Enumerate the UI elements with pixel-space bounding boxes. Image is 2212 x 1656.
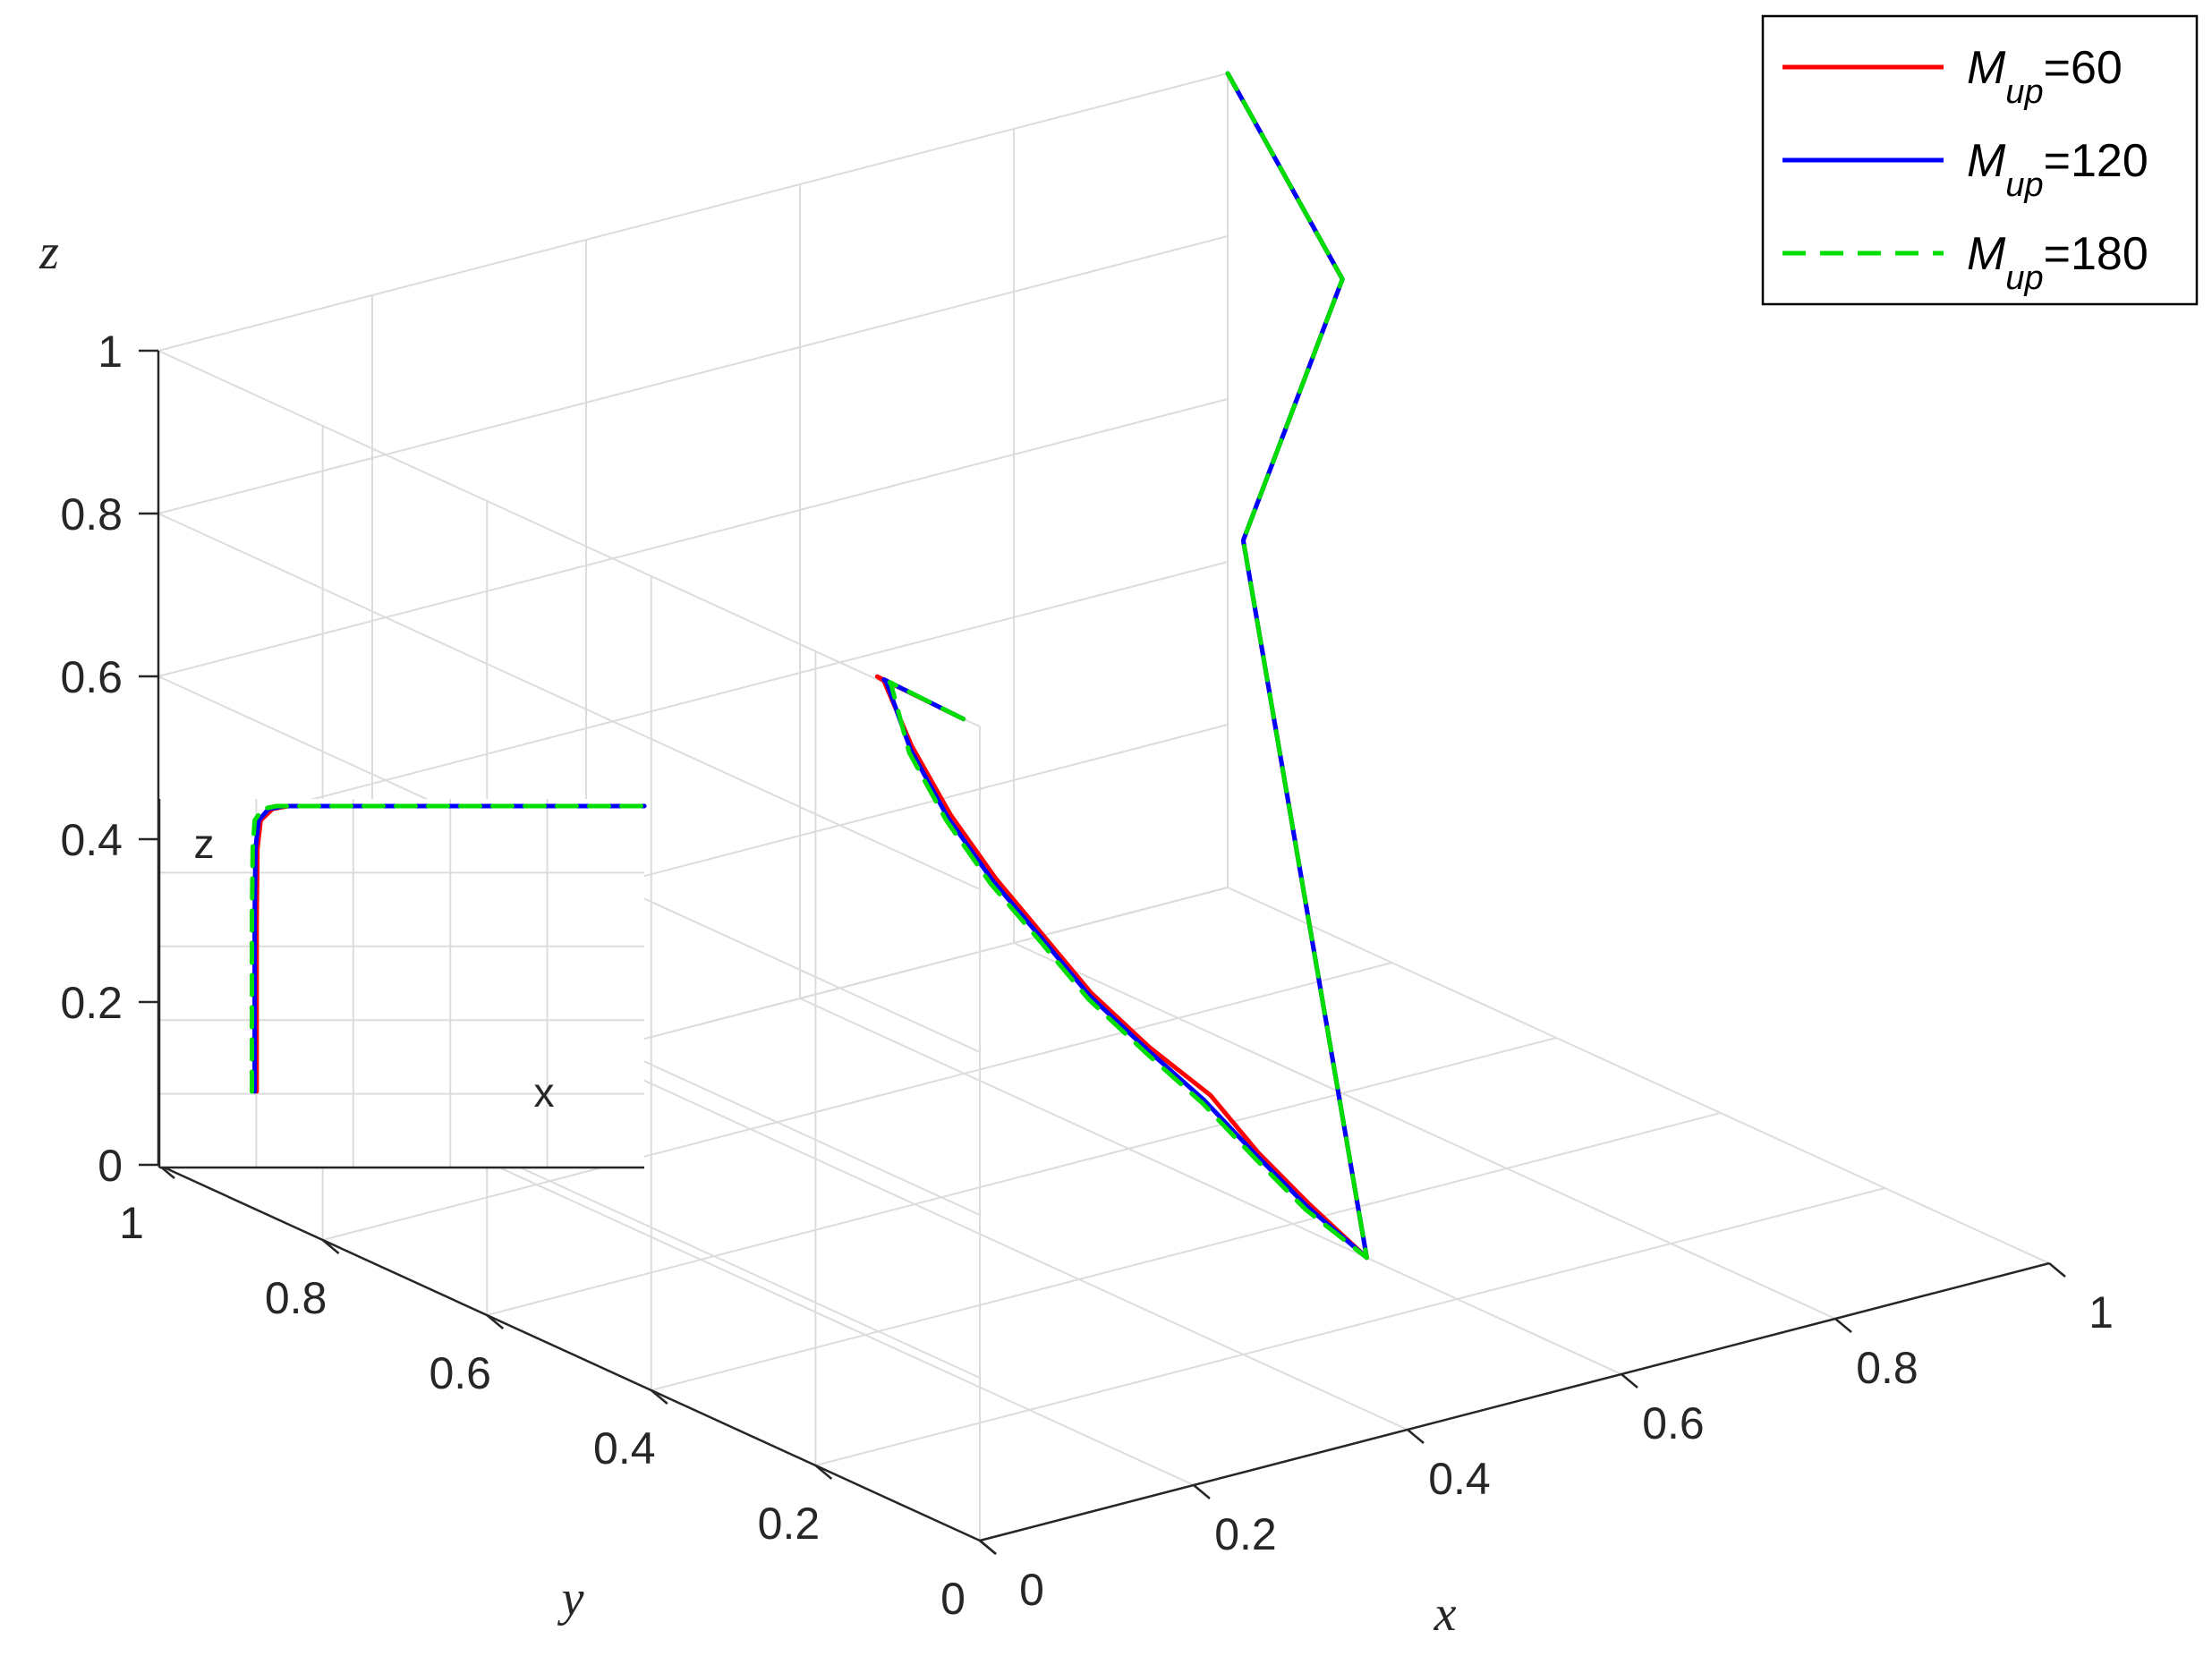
y-tick-label: 0.2 xyxy=(758,1499,821,1549)
grid-line-backwall-z xyxy=(157,235,1229,514)
z-tick-label: 0 xyxy=(98,1141,123,1191)
series-line-2 xyxy=(881,71,1369,1261)
y-tick-mark xyxy=(979,1540,997,1555)
inset-x-label: x xyxy=(534,1069,555,1116)
legend-label-1: Mup=60 xyxy=(1967,42,2123,111)
z-tick-label: 0.4 xyxy=(60,815,123,865)
y-tick-mark xyxy=(650,1389,668,1405)
grid-line-floor-x xyxy=(585,1053,1408,1431)
grid-line-floor-x xyxy=(1013,942,1836,1320)
x-tick-label: 0.6 xyxy=(1642,1398,1705,1448)
x-axis-line xyxy=(979,1261,2050,1542)
inset-background xyxy=(159,799,644,1168)
y-tick-mark xyxy=(321,1239,340,1254)
x-tick-label: 1 xyxy=(2089,1287,2114,1338)
z-tick-label: 0.2 xyxy=(60,978,123,1028)
axis-labels: 0 0.2 0.4 0.6 0.8 1 0 0.2 0.4 0.6 0.8 1 0 0.2 0.4 0.6 0.… xyxy=(38,225,2114,1642)
x-tick-mark xyxy=(1834,1318,1852,1333)
series-line-1 xyxy=(874,71,1369,1261)
y-tick-mark xyxy=(814,1465,833,1480)
y-tick-mark xyxy=(486,1314,505,1329)
z-tick-label: 0.8 xyxy=(60,489,123,539)
x-tick-mark xyxy=(2048,1262,2066,1278)
y-axis-line xyxy=(157,1163,981,1542)
grid-line-backwall-z xyxy=(157,72,1229,352)
y-tick-label: 0.6 xyxy=(429,1348,491,1398)
x-tick-label: 0.8 xyxy=(1856,1343,1918,1393)
legend-label-2: Mup=120 xyxy=(1967,135,2148,204)
grid-line-floor-x xyxy=(371,1108,1195,1486)
x-tick-label: 0.2 xyxy=(1214,1509,1277,1559)
grid-line-floor-y xyxy=(486,1037,1557,1316)
x-tick-mark xyxy=(1621,1373,1638,1388)
grid-line-floor-x xyxy=(1227,887,2050,1264)
grid-line-floor-y xyxy=(651,1112,1722,1391)
y-axis-label: y xyxy=(557,1571,584,1626)
y-tick-label: 0 xyxy=(940,1574,966,1624)
z-axis-label: z xyxy=(38,225,59,280)
x-tick-label: 0.4 xyxy=(1428,1454,1491,1504)
z-tick-label: 0.6 xyxy=(60,652,123,702)
x-tick-mark xyxy=(1193,1484,1211,1499)
y-tick-label: 0.4 xyxy=(593,1423,656,1473)
grid-line-sidewall-z xyxy=(157,513,981,890)
grid-line-floor-y xyxy=(322,962,1392,1241)
series-line-3 xyxy=(887,71,1369,1261)
inset-plot: zx xyxy=(157,799,647,1169)
grid-line-floor-y xyxy=(815,1187,1885,1466)
grid-line-backwall-z xyxy=(157,561,1229,840)
x-tick-mark xyxy=(1407,1429,1425,1444)
inset-series-line-3 xyxy=(250,803,647,1094)
x-axis-label: x xyxy=(1434,1586,1457,1642)
grid-line-backwall-z xyxy=(157,398,1229,677)
inset-z-label: z xyxy=(194,820,215,867)
legend: Mup=60 Mup=120 Mup=180 xyxy=(1761,14,2199,306)
legend-label-3: Mup=180 xyxy=(1967,228,2148,297)
x-tick-label: 0 xyxy=(1019,1565,1044,1615)
grid-line-floor-x xyxy=(799,998,1622,1375)
z-tick-label: 1 xyxy=(98,327,123,377)
y-tick-label: 1 xyxy=(119,1198,144,1248)
series-lines xyxy=(874,71,1369,1261)
y-tick-label: 0.8 xyxy=(265,1273,328,1323)
grid-line-sidewall-z xyxy=(157,350,981,727)
